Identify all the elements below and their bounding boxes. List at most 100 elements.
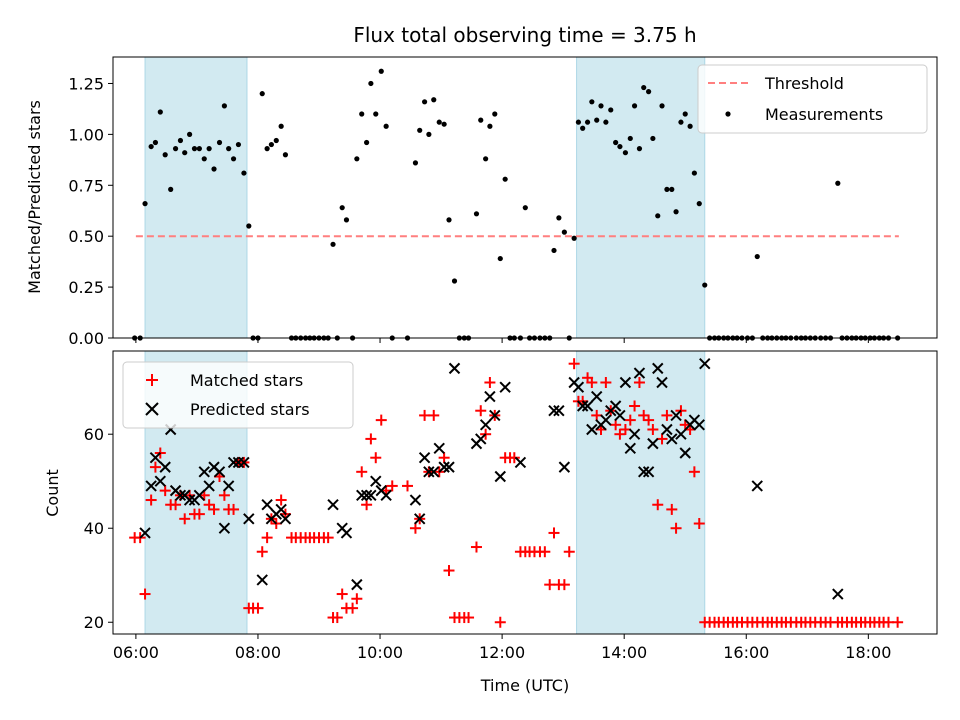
predicted-star-point-55 (548, 404, 560, 417)
predicted-star-point-31 (351, 578, 363, 591)
matched-star-point-94 (600, 376, 612, 388)
matched-star-point-96 (610, 419, 622, 431)
bottom-x-tick-label-2: 10:00 (357, 643, 403, 662)
measurement-point-14 (201, 156, 207, 162)
predicted-star-point-44 (438, 461, 450, 473)
measurement-point-8 (172, 146, 179, 152)
predicted-star-point-82 (679, 447, 691, 459)
matched-star-point-101 (633, 376, 645, 388)
measurement-point-46 (354, 156, 360, 162)
measurement-point-67 (473, 211, 480, 217)
matched-star-point-59 (428, 409, 440, 421)
measurement-point-7 (168, 186, 174, 192)
measurement-point-10 (182, 150, 188, 156)
matched-star-point-72 (494, 616, 506, 628)
matched-star-point-105 (652, 499, 664, 511)
matched-star-point-66 (463, 612, 475, 624)
predicted-star-point-65 (600, 414, 612, 426)
predicted-star-point-32 (356, 489, 368, 502)
measurement-point-77 (522, 205, 528, 211)
measurement-point-68 (478, 117, 484, 123)
bottom-panel: 20 40 60 06:00 08:00 10:00 12:00 14:00 16:00 18:… (43, 350, 938, 695)
predicted-star-point-78 (661, 423, 673, 436)
measurement-point-20 (230, 156, 237, 162)
matched-star-point-113 (688, 466, 700, 478)
predicted-star-point-26 (275, 503, 287, 516)
matched-star-point-55 (409, 522, 421, 534)
predicted-star-point-21 (243, 513, 255, 525)
measurement-point-47 (359, 111, 365, 117)
top-y-tick-label-5: 1.25 (68, 74, 104, 93)
matched-star-point-103 (643, 414, 655, 426)
matched-stars-points (129, 358, 904, 628)
measurement-point-52 (383, 123, 389, 129)
top-legend-box (697, 64, 928, 134)
predicted-star-point-86 (699, 357, 711, 370)
matched-star-point-50 (370, 452, 382, 464)
bottom-x-tick-label-5: 16:00 (723, 643, 769, 662)
measurement-point-19 (226, 146, 232, 152)
bottom-x-axis-label: Time (UTC) (480, 676, 569, 695)
matched-star-point-18 (218, 489, 230, 501)
predicted-star-point-80 (670, 409, 682, 422)
measurement-point-112 (687, 123, 693, 129)
matched-star-point-83 (548, 527, 560, 539)
matched-star-point-45 (347, 602, 359, 614)
measurement-point-5 (157, 109, 163, 115)
measurement-point-15 (206, 146, 212, 152)
matched-star-point-62 (443, 565, 455, 577)
matched-star-point-97 (614, 428, 626, 440)
measurement-point-16 (211, 166, 217, 172)
legend-matched-marker (146, 374, 158, 386)
matched-star-point-47 (356, 466, 368, 478)
measurement-point-27 (264, 146, 270, 152)
matched-star-point-16 (208, 503, 220, 515)
top-y-ticks: 0.00 0.25 0.50 0.75 1.00 1.25 (68, 74, 113, 348)
predicted-star-point-59 (572, 381, 585, 393)
measurement-point-69 (483, 156, 489, 162)
matched-star-point-49 (365, 433, 377, 445)
measurement-point-4 (152, 139, 159, 146)
matched-star-point-54 (402, 480, 414, 492)
predicted-star-point-57 (558, 461, 571, 473)
measurement-point-13 (196, 146, 202, 152)
legend-measurements-label: Measurements (765, 105, 883, 124)
predicted-star-point-16 (218, 522, 231, 534)
matched-star-point-75 (508, 452, 520, 464)
bottom-x-tick-label-0: 06:00 (113, 643, 159, 662)
predicted-star-point-41 (423, 466, 435, 478)
measurement-point-83 (551, 247, 557, 254)
measurement-point-61 (441, 121, 447, 127)
predicted-star-point-69 (619, 376, 632, 389)
top-y-tick-label-4: 1.00 (68, 125, 104, 144)
top-x-ticks (135, 338, 869, 343)
measurement-point-28 (268, 141, 274, 148)
predicted-star-point-87 (751, 480, 763, 492)
predicted-star-point-28 (327, 499, 339, 511)
predicted-star-point-37 (380, 489, 392, 502)
matched-star-point-61 (438, 452, 450, 464)
measurement-point-115 (702, 282, 708, 288)
top-legend: Threshold Measurements (697, 64, 928, 134)
predicted-star-point-11 (193, 489, 206, 502)
matched-star-point-86 (563, 546, 575, 558)
matched-star-point-13 (193, 508, 205, 520)
measurement-point-70 (487, 123, 493, 129)
top-y-tick-label-2: 0.50 (68, 227, 104, 246)
measurement-point-84 (556, 215, 562, 221)
matched-star-point-20 (228, 503, 240, 515)
predicted-star-point-18 (227, 456, 240, 469)
measurement-point-109 (673, 209, 679, 215)
measurement-point-18 (221, 103, 227, 109)
measurement-point-91 (589, 99, 595, 105)
predicted-star-point-9 (183, 494, 196, 506)
measurement-point-101 (636, 146, 643, 152)
legend-threshold-label: Threshold (764, 74, 844, 93)
matched-star-point-70 (484, 376, 496, 388)
matched-star-point-87 (568, 358, 580, 370)
measurement-point-72 (497, 255, 503, 262)
top-y-tick-label-0: 0.00 (68, 329, 104, 348)
measurement-point-104 (650, 135, 656, 142)
predicted-star-point-33 (360, 489, 373, 502)
bottom-y-tick-label-1: 40 (84, 519, 104, 538)
